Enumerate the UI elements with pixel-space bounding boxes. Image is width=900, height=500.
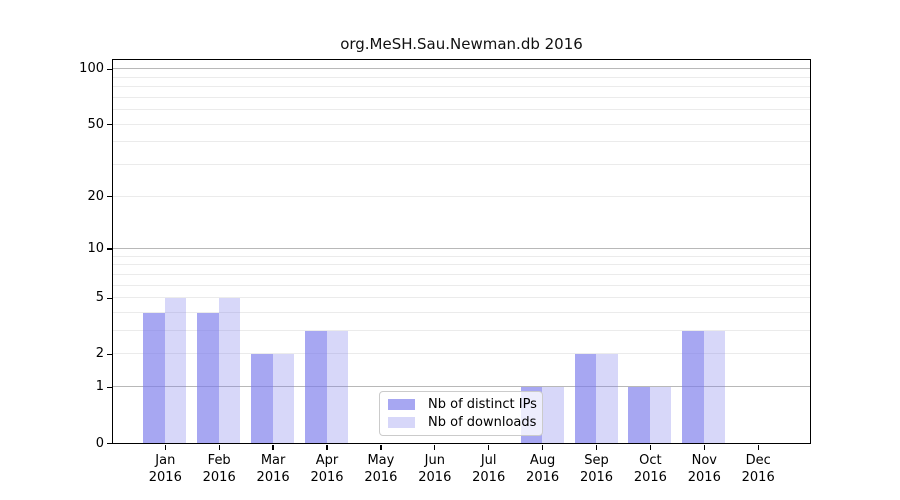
bar-distinct-ips — [628, 386, 650, 443]
gridline-minor — [112, 330, 810, 332]
x-tick-label: Jun 2016 — [418, 452, 452, 485]
x-tick-mark — [218, 445, 220, 450]
bar-downloads — [218, 297, 241, 443]
gridline-major — [112, 248, 810, 250]
x-tick-label: Sep 2016 — [579, 452, 614, 485]
bar-downloads — [272, 353, 295, 443]
y-tick-label: 1 — [95, 379, 104, 395]
x-tick-label: Oct 2016 — [633, 452, 667, 485]
y-tick-label: 100 — [79, 61, 104, 77]
bar-distinct-ips — [143, 312, 165, 443]
x-tick-mark — [380, 445, 382, 450]
y-tick-mark — [107, 124, 112, 126]
gridline-minor — [112, 164, 810, 166]
legend-swatch-downloads — [388, 417, 415, 428]
x-tick-label: Dec 2016 — [741, 452, 775, 485]
x-tick-mark — [434, 445, 436, 450]
legend-item-distinct-ips: Nb of distinct IPs — [388, 396, 537, 412]
x-tick-mark — [649, 445, 652, 450]
gridline-major — [112, 386, 810, 388]
bar-downloads — [596, 353, 618, 443]
x-tick-mark — [326, 445, 328, 450]
y-tick-label: 2 — [95, 346, 104, 362]
gridline-minor — [112, 312, 810, 313]
gridline-minor — [112, 297, 810, 299]
x-tick-label: May 2016 — [364, 452, 398, 485]
x-tick-label: Feb 2016 — [202, 452, 236, 485]
gridline-minor — [112, 255, 810, 257]
y-tick-mark — [107, 68, 112, 70]
x-tick-label: Aug 2016 — [526, 452, 560, 485]
gridline-minor — [112, 109, 810, 111]
x-tick-label: Jan 2016 — [148, 452, 182, 485]
chart-title: org.MeSH.Sau.Newman.db 2016 — [340, 35, 583, 53]
bar-distinct-ips — [574, 353, 596, 443]
gridline-minor — [112, 195, 810, 197]
x-tick-mark — [272, 445, 274, 450]
legend: Nb of distinct IPs Nb of downloads — [379, 391, 543, 436]
x-tick-mark — [541, 445, 544, 450]
bar-downloads — [649, 386, 672, 443]
y-tick-mark — [107, 297, 112, 299]
gridline-minor — [112, 284, 810, 286]
y-tick-mark — [107, 353, 112, 356]
bar-downloads — [326, 330, 348, 443]
y-tick-label: 20 — [87, 188, 104, 204]
bar-distinct-ips — [197, 312, 219, 443]
y-tick-mark — [107, 386, 112, 388]
y-tick-mark — [107, 442, 112, 445]
y-tick-label: 0 — [95, 435, 104, 451]
gridline-major — [112, 68, 810, 70]
bar-distinct-ips — [305, 330, 327, 443]
gridline-minor — [112, 86, 810, 88]
bar-downloads — [703, 330, 726, 443]
gridline-minor — [112, 96, 810, 98]
x-tick-label: Jul 2016 — [472, 452, 506, 485]
x-tick-mark — [595, 445, 598, 450]
gridline-minor — [112, 76, 810, 78]
x-tick-mark — [703, 445, 705, 450]
x-tick-mark — [757, 445, 759, 450]
legend-label-distinct-ips: Nb of distinct IPs — [428, 396, 537, 412]
x-tick-mark — [488, 445, 490, 450]
y-tick-label: 10 — [87, 241, 104, 257]
bar-downloads — [542, 386, 564, 443]
x-tick-label: Mar 2016 — [256, 452, 290, 485]
gridline-minor — [112, 264, 810, 266]
bar-distinct-ips — [682, 330, 704, 443]
y-tick-label: 50 — [87, 116, 104, 132]
x-tick-mark — [164, 445, 166, 450]
y-tick-label: 5 — [95, 290, 104, 306]
bar-distinct-ips — [251, 353, 273, 443]
legend-swatch-distinct-ips — [388, 399, 415, 410]
plot-area — [111, 58, 811, 444]
gridline-minor — [112, 123, 810, 125]
y-tick-mark — [107, 248, 112, 250]
bar-downloads — [164, 297, 187, 443]
y-tick-mark — [107, 195, 112, 198]
x-tick-label: Apr 2016 — [310, 452, 344, 485]
gridline-minor — [112, 353, 810, 355]
gridline-minor — [112, 273, 810, 275]
gridline-minor — [112, 141, 810, 143]
x-tick-label: Nov 2016 — [687, 452, 721, 485]
legend-item-downloads: Nb of downloads — [388, 414, 537, 430]
legend-label-downloads: Nb of downloads — [428, 414, 537, 430]
